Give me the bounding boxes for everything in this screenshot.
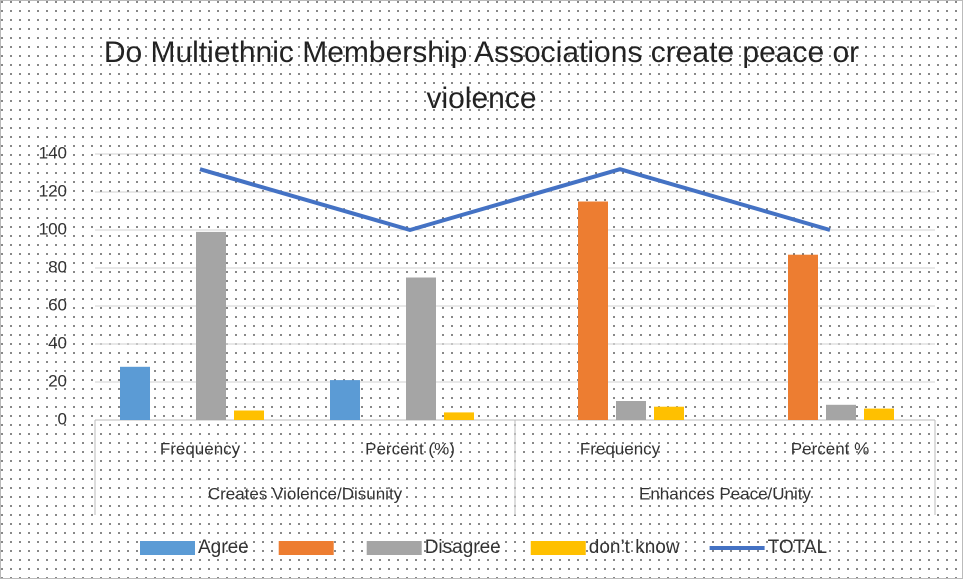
legend-label: TOTAL [768,537,827,558]
legend-swatch [530,541,586,555]
legend-label: Agree [198,537,249,558]
y-tick-label: 100 [39,219,67,238]
bar [234,410,264,420]
legend-swatch [140,541,195,555]
x-tick-label: Percent % [791,439,869,458]
legend-label: don’t know [589,537,680,558]
y-tick-label: 80 [48,257,67,276]
bar [788,254,818,420]
y-tick-label: 120 [39,181,67,200]
legend-label: Disagree [425,537,501,558]
legend-swatch [366,541,422,555]
group-label: Enhances Peace/Unity [639,484,811,503]
y-tick-label: 0 [58,409,67,428]
bar [826,404,856,420]
bar [444,412,474,420]
bar [196,231,226,420]
x-tick-label: Frequency [160,439,241,458]
y-tick-label: 60 [48,295,67,314]
bar [616,401,646,420]
bar [578,201,608,420]
bar [120,366,150,420]
line [199,167,831,232]
y-tick-label: 40 [48,333,67,352]
x-tick-label: Frequency [580,439,661,458]
y-tick-label: 140 [39,143,67,162]
y-tick-label: 20 [48,371,67,390]
legend-swatch [278,541,334,555]
chart-title: Do Multiethnic Membership Associations c… [103,36,860,115]
group-label: Creates Violence/Disunity [208,484,403,503]
bar [654,406,684,420]
x-tick-label: Percent (%) [365,439,455,458]
bar [864,408,894,420]
bar [406,277,436,420]
bar [330,380,360,420]
